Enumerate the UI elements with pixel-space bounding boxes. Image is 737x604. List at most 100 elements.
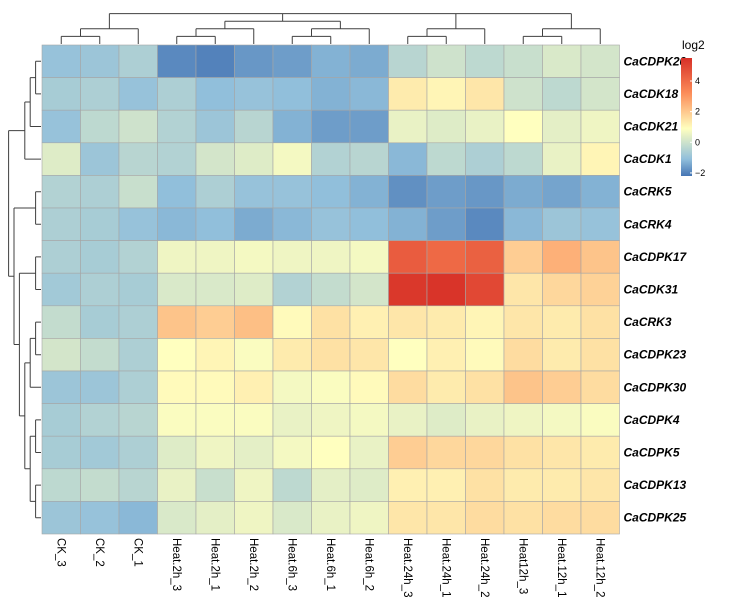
heatmap-cell-cacdk18-ck-2 [80, 77, 120, 111]
column-dendrogram [60, 13, 601, 44]
heatmap-cell-cacdk21-heat-24h-2 [465, 109, 505, 144]
heatmap-cell-cacdpk13-heat-24h-3 [388, 468, 428, 502]
heatmap-cell-cacdpk17-heat-2h-3 [157, 240, 197, 274]
heatmap-cell-cacdpk20-ck-1 [118, 44, 158, 78]
heatmap-cell-cacdk31-heat-6h-2 [349, 272, 389, 307]
heatmap-cell-cacdpk25-heat-24h-3 [388, 501, 428, 535]
row-label-cacdk21: CaCDK21 [624, 120, 679, 134]
heatmap-cell-cacdpk23-heat-24h-2 [465, 338, 505, 372]
heatmap-cell-cacdk18-heat-2h-2 [234, 77, 274, 111]
heatmap-cell-cacrk4-heat-2h-3 [157, 207, 197, 241]
heatmap-cell-cacdpk30-heat12h-3 [503, 370, 543, 404]
column-label-heat12h-3: Heat12h_3 [516, 538, 528, 594]
heatmap-cell-cacdpk25-heat-24h-2 [465, 501, 505, 535]
heatmap-cell-cacdpk25-heat-2h-3 [157, 501, 197, 535]
heatmap-cell-cacdk31-ck-2 [80, 272, 120, 307]
heatmap-cell-cacdpk20-heat-6h-2 [349, 44, 389, 78]
heatmap-cell-cacdpk20-heat-2h-2 [234, 44, 274, 78]
heatmap-cell-cacdk1-heat-12h-2 [580, 142, 620, 176]
row-dendrogram-link-7 [35, 419, 41, 453]
heatmap-cell-cacdpk4-heat-2h-1 [195, 403, 235, 437]
heatmap-cell-cacdk31-heat-12h-2 [580, 272, 620, 307]
heatmap-cell-cacdpk5-heat12h-3 [503, 435, 543, 470]
heatmap-cell-cacrk5-ck-2 [80, 175, 120, 209]
row-label-cacdpk4: CaCDPK4 [624, 413, 680, 427]
column-label-ck-3: CK_3 [54, 538, 66, 567]
heatmap-cell-cacdk1-heat-24h-1 [426, 142, 466, 176]
row-dendrogram-link-0 [35, 60, 41, 95]
heatmap-cell-cacdpk23-ck-2 [80, 338, 120, 372]
heatmap-cell-cacdpk17-heat-12h-2 [580, 240, 620, 274]
heatmap-cell-cacdpk25-heat-6h-1 [311, 501, 351, 535]
heatmap-cell-cacdpk25-ck-2 [80, 501, 120, 535]
heatmap-cell-cacrk5-heat-2h-1 [195, 175, 235, 209]
heatmap-cell-cacrk4-ck-1 [118, 207, 158, 241]
heatmap-cell-cacdk1-heat12h-3 [503, 142, 543, 176]
legend-colorbar [681, 58, 692, 176]
column-label-heat-2h-2: Heat.2h_2 [247, 538, 259, 591]
heatmap-cell-cacrk5-ck-3 [41, 175, 81, 209]
row-dendrogram-link-9 [29, 435, 36, 502]
heatmap-cell-cacdk1-heat-2h-2 [234, 142, 274, 176]
row-label-cacdpk25: CaCDPK25 [624, 511, 687, 525]
heatmap-cell-cacrk5-heat-6h-3 [272, 175, 312, 209]
heatmap-cell-cacdk21-heat-2h-2 [234, 109, 274, 144]
heatmap-cell-cacdpk20-heat-2h-1 [195, 44, 235, 78]
heatmap-cell-cacdpk20-heat12h-3 [503, 44, 543, 78]
heatmap-cell-cacdpk17-ck-2 [80, 240, 120, 274]
row-dendrogram-link-3 [35, 191, 41, 225]
heatmap-cell-cacrk5-heat12h-3 [503, 175, 543, 209]
heatmap-cell-cacdk1-heat-2h-1 [195, 142, 235, 176]
heatmap-cell-cacrk4-ck-3 [41, 207, 81, 241]
heatmap-cell-cacdpk20-heat-6h-1 [311, 44, 351, 78]
heatmap-cell-cacdk1-ck-2 [80, 142, 120, 176]
row-label-cacdpk13: CaCDPK13 [624, 478, 687, 492]
heatmap-cell-cacdk18-ck-3 [41, 77, 81, 111]
column-label-heat-24h-3: Heat.24h_3 [401, 538, 413, 597]
heatmap-cell-cacdpk20-heat-2h-3 [157, 44, 197, 78]
column-label-heat-2h-3: Heat.2h_3 [170, 538, 182, 591]
heatmap-cell-cacdk1-heat-2h-3 [157, 142, 197, 176]
heatmap-cell-cacrk4-heat-6h-3 [272, 207, 312, 241]
heatmap-cell-cacdpk23-heat-24h-3 [388, 338, 428, 372]
heatmap-cell-cacdk1-heat-24h-3 [388, 142, 428, 176]
heatmap-cell-cacdpk13-heat12h-3 [503, 468, 543, 502]
heatmap-cell-cacdpk23-ck-3 [41, 338, 81, 372]
column-label-heat-24h-2: Heat.24h_2 [478, 538, 490, 597]
heatmap-cell-cacdpk25-heat-6h-3 [272, 501, 312, 535]
heatmap-cell-cacdk31-heat-24h-2 [465, 272, 505, 307]
heatmap-cell-cacdk21-heat-24h-1 [426, 109, 466, 144]
row-label-cacdpk20: CaCDPK20 [624, 54, 687, 68]
heatmap-cell-cacrk5-heat-2h-3 [157, 175, 197, 209]
heatmap-cell-cacdpk13-heat-6h-2 [349, 468, 389, 502]
heatmap-cell-cacdpk4-heat-2h-2 [234, 403, 274, 437]
heatmap-cell-cacdk21-heat-6h-1 [311, 109, 351, 144]
heatmap-cell-cacrk4-heat-2h-1 [195, 207, 235, 241]
row-label-cacrk5: CaCRK5 [624, 185, 672, 199]
heatmap-cell-cacrk5-ck-1 [118, 175, 158, 209]
row-dendrogram-link-13 [8, 130, 25, 277]
heatmap-cell-cacdk18-heat-12h-1 [542, 77, 582, 111]
heatmap-cell-cacdpk30-ck-2 [80, 370, 120, 404]
row-label-cacdk31: CaCDK31 [624, 283, 679, 297]
heatmap-cell-cacdpk20-ck-3 [41, 44, 81, 78]
heatmap-cell-cacdpk5-ck-3 [41, 435, 81, 470]
heatmap-cell-cacdk21-heat-6h-2 [349, 109, 389, 144]
heatmap-cell-cacdpk30-heat-2h-1 [195, 370, 235, 404]
heatmap-cell-cacdk31-heat-24h-3 [388, 272, 428, 307]
heatmap-cell-cacdpk17-heat-24h-2 [465, 240, 505, 274]
heatmap-cell-cacdpk13-heat-2h-2 [234, 468, 274, 502]
column-dendrogram-link-0 [176, 35, 216, 44]
legend-tick-label: −2 [695, 168, 705, 178]
heatmap-cell-cacdk1-ck-1 [118, 142, 158, 176]
heatmap-cell-cacdk21-heat-2h-3 [157, 109, 197, 144]
heatmap-cell-cacdpk30-heat-2h-3 [157, 370, 197, 404]
row-dendrogram-link-2 [24, 101, 41, 160]
heatmap-cell-cacrk4-heat12h-3 [503, 207, 543, 241]
color-legend: log2 4 2 0 −2 [681, 38, 705, 178]
heatmap-cell-cacdpk5-heat-12h-2 [580, 435, 620, 470]
heatmap-cell-cacdpk25-heat-12h-1 [542, 501, 582, 535]
heatmap-cell-cacrk3-heat-2h-1 [195, 305, 235, 339]
heatmap-cell-cacrk4-heat-24h-2 [465, 207, 505, 241]
